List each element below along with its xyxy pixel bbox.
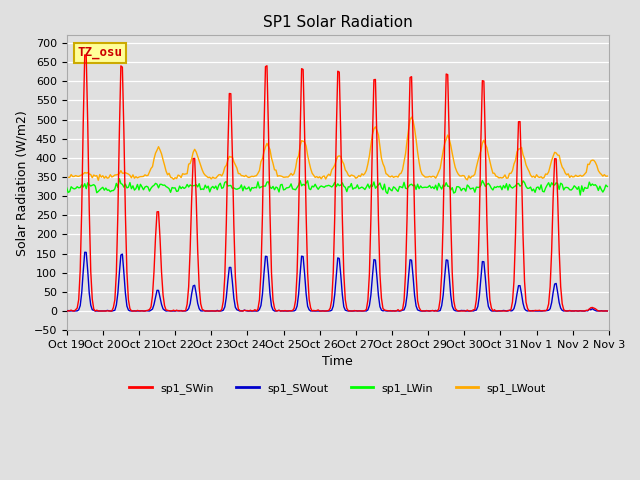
Line: sp1_LWout: sp1_LWout: [67, 117, 607, 180]
Line: sp1_SWout: sp1_SWout: [67, 252, 607, 311]
Legend: sp1_SWin, sp1_SWout, sp1_LWin, sp1_LWout: sp1_SWin, sp1_SWout, sp1_LWin, sp1_LWout: [125, 379, 550, 398]
sp1_LWout: [408, 114, 415, 120]
sp1_SWout: [302, 291, 310, 297]
sp1_SWout: [81, 249, 88, 255]
sp1_LWin: [225, 183, 233, 189]
sp1_SWout: [227, 264, 235, 270]
sp1_SWin: [132, 308, 140, 314]
sp1_LWout: [63, 175, 70, 180]
sp1_LWout: [301, 139, 308, 145]
sp1_LWin: [301, 182, 308, 188]
Line: sp1_LWin: sp1_LWin: [67, 179, 607, 195]
sp1_LWout: [244, 174, 252, 180]
X-axis label: Time: Time: [323, 355, 353, 369]
sp1_LWout: [95, 177, 102, 183]
sp1_LWin: [575, 184, 582, 190]
Text: TZ_osu: TZ_osu: [77, 46, 122, 60]
sp1_SWin: [245, 308, 253, 314]
sp1_SWin: [577, 308, 584, 314]
sp1_SWin: [302, 212, 310, 218]
sp1_LWout: [577, 172, 584, 178]
sp1_LWout: [253, 173, 260, 179]
sp1_SWin: [227, 91, 235, 96]
sp1_LWout: [131, 175, 138, 181]
sp1_SWin: [63, 308, 70, 313]
sp1_SWout: [604, 308, 611, 314]
sp1_LWin: [63, 185, 70, 191]
sp1_SWout: [577, 308, 584, 313]
sp1_LWin: [244, 186, 252, 192]
sp1_LWout: [604, 173, 611, 179]
sp1_LWin: [604, 184, 611, 190]
Line: sp1_SWin: sp1_SWin: [67, 55, 607, 311]
sp1_SWout: [66, 308, 74, 314]
sp1_SWout: [254, 308, 262, 314]
sp1_LWin: [131, 187, 138, 193]
Y-axis label: Solar Radiation (W/m2): Solar Radiation (W/m2): [15, 110, 28, 256]
sp1_SWout: [245, 308, 253, 314]
sp1_SWout: [63, 308, 70, 314]
sp1_LWin: [577, 192, 584, 198]
sp1_SWin: [81, 52, 88, 58]
sp1_SWin: [254, 306, 262, 312]
sp1_LWin: [116, 176, 124, 181]
sp1_LWout: [225, 154, 233, 159]
sp1_LWin: [253, 185, 260, 191]
sp1_SWout: [132, 308, 140, 314]
Title: SP1 Solar Radiation: SP1 Solar Radiation: [263, 15, 413, 30]
sp1_SWin: [604, 308, 611, 314]
sp1_SWin: [64, 308, 72, 314]
